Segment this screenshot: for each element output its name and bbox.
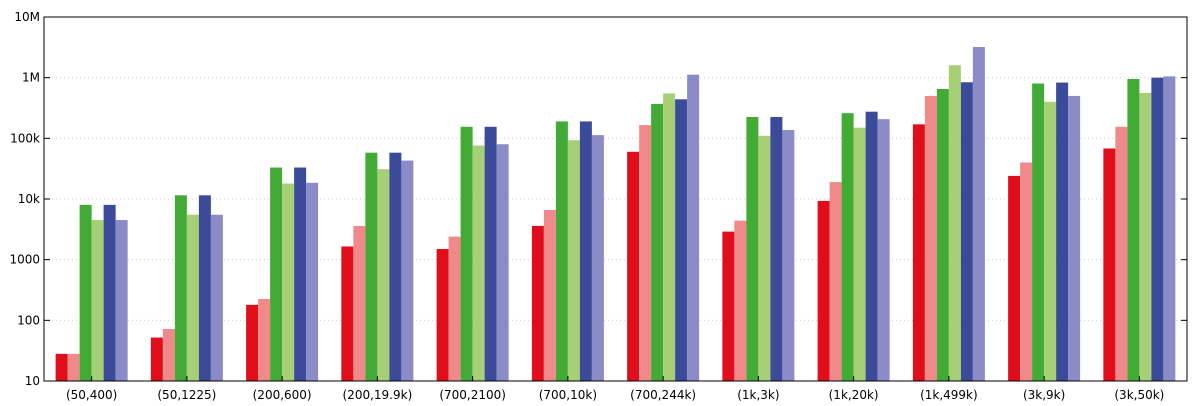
x-tick-label: (700,10k) [539,388,597,402]
bar [91,220,104,381]
bar [841,113,854,381]
y-tick-label: 100k [10,131,40,145]
bar [460,126,473,381]
bar [103,204,116,381]
bar [1127,79,1140,382]
bar [734,220,747,381]
y-tick-label: 10 [25,374,40,388]
bar [722,231,735,381]
bar [817,200,830,381]
bar [67,353,80,381]
bar [639,125,652,381]
bar [210,214,223,381]
bar [1056,82,1069,381]
bar [294,167,307,381]
bar [150,337,163,381]
bar [1032,83,1045,382]
bar [746,116,759,381]
x-tick-label: (50,400) [66,388,117,402]
bar [79,204,92,381]
bar [1008,175,1021,381]
bar [448,236,461,381]
bar [663,93,676,381]
plot-frame [43,16,1188,382]
bar [782,130,795,381]
bar [936,89,949,381]
bar [567,140,580,381]
bars [55,47,1176,382]
bar [472,145,485,381]
y-tick-label: 1M [22,71,40,85]
bar [948,65,961,381]
bar [1163,76,1176,382]
y-axis-ticks: 10 100 1000 10k 100k 1M 10M [9,10,1187,388]
x-tick-label: (700,2100) [439,388,506,402]
x-axis-tick-labels: (50,400) (50,1225) (200,600) (200,19.9k) (70… [66,376,1164,402]
y-tick-label: 10M [14,10,40,24]
x-tick-label: (700,244k) [630,388,696,402]
bar [555,121,568,382]
bar [687,74,700,381]
bar [341,246,354,381]
bar [282,183,295,381]
bar [484,126,497,381]
bar [353,225,366,381]
bar [924,95,937,382]
bar [972,47,985,381]
bar [1068,95,1081,382]
bar [829,182,842,381]
bar [186,214,199,381]
bar [1103,148,1116,381]
x-tick-label: (3k,50k) [1114,388,1164,402]
bar [591,135,604,381]
bar [270,167,283,381]
bar [496,144,509,381]
gridlines [44,77,1187,321]
bar [960,82,973,382]
x-tick-label: (3k,9k) [1023,388,1065,402]
x-tick-label: (200,600) [253,388,312,402]
bar [651,103,664,381]
x-tick-label: (200,19.9k) [343,388,413,402]
bar [543,209,556,381]
bar [853,127,866,381]
bar [531,225,544,381]
bar [1115,126,1128,381]
x-tick-label: (1k,3k) [737,388,779,402]
bar [627,151,640,381]
bar [162,328,175,381]
bar [579,121,592,382]
y-tick-label: 10k [18,192,40,206]
bar [306,182,319,381]
bar [174,195,187,381]
y-tick-label: 1000 [9,253,40,267]
bar [436,248,449,381]
bar [770,116,783,381]
bar [1151,77,1164,382]
x-tick-label: (50,1225) [157,388,216,402]
bar [1044,101,1057,382]
bar [377,169,390,381]
x-tick-label: (1k,499k) [920,388,978,402]
bar [258,298,271,381]
bar [1139,92,1152,381]
bar [365,152,378,381]
bar [675,99,688,381]
bar [865,111,878,381]
bar [1020,162,1033,381]
bar [758,135,771,381]
bar [198,195,211,381]
bar [389,152,402,381]
bar [115,220,128,381]
bar [246,304,259,381]
y-tick-label: 100 [17,313,40,327]
bar [877,119,890,382]
bar [55,353,68,381]
bar [401,160,414,381]
x-tick-label: (1k,20k) [829,388,879,402]
bar [912,124,925,381]
